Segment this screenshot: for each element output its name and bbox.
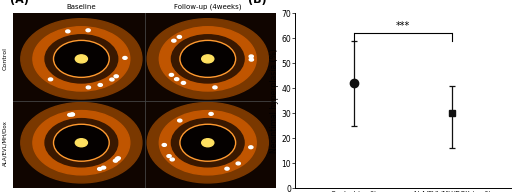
Circle shape bbox=[45, 35, 118, 83]
Circle shape bbox=[225, 167, 229, 170]
Circle shape bbox=[159, 27, 256, 91]
Circle shape bbox=[114, 159, 118, 162]
Circle shape bbox=[114, 75, 118, 78]
Circle shape bbox=[33, 27, 130, 91]
Circle shape bbox=[49, 78, 53, 81]
Text: Follow-up (4weeks): Follow-up (4weeks) bbox=[174, 3, 241, 10]
Text: ***: *** bbox=[396, 21, 410, 31]
Circle shape bbox=[98, 168, 102, 170]
Circle shape bbox=[115, 158, 120, 161]
Circle shape bbox=[102, 166, 106, 169]
Circle shape bbox=[236, 162, 240, 165]
Circle shape bbox=[66, 30, 70, 33]
Circle shape bbox=[21, 103, 142, 183]
Circle shape bbox=[75, 55, 87, 63]
Circle shape bbox=[147, 103, 268, 183]
Circle shape bbox=[33, 111, 130, 175]
Circle shape bbox=[167, 155, 171, 157]
Circle shape bbox=[209, 113, 213, 115]
Circle shape bbox=[174, 78, 179, 81]
Circle shape bbox=[202, 139, 214, 147]
Circle shape bbox=[171, 35, 244, 83]
Circle shape bbox=[249, 58, 253, 61]
Circle shape bbox=[110, 78, 114, 81]
Circle shape bbox=[171, 119, 244, 167]
Text: ALA/EVL/MH/Dox: ALA/EVL/MH/Dox bbox=[3, 120, 8, 166]
Circle shape bbox=[202, 55, 214, 63]
Circle shape bbox=[178, 119, 182, 122]
Circle shape bbox=[68, 113, 72, 116]
Circle shape bbox=[181, 81, 186, 84]
Circle shape bbox=[178, 36, 182, 38]
Circle shape bbox=[70, 113, 74, 116]
Circle shape bbox=[249, 146, 253, 149]
Circle shape bbox=[181, 41, 234, 77]
Text: (B): (B) bbox=[248, 0, 267, 5]
Circle shape bbox=[86, 29, 90, 32]
Circle shape bbox=[123, 56, 127, 59]
Circle shape bbox=[213, 86, 217, 89]
Circle shape bbox=[172, 39, 176, 42]
Y-axis label: Neointimal hyperplasia (%): Neointimal hyperplasia (%) bbox=[270, 48, 279, 153]
Circle shape bbox=[98, 84, 102, 86]
Circle shape bbox=[75, 139, 87, 147]
Circle shape bbox=[55, 41, 108, 77]
Circle shape bbox=[159, 111, 256, 175]
Text: Baseline: Baseline bbox=[67, 4, 96, 10]
Circle shape bbox=[116, 157, 120, 160]
Circle shape bbox=[45, 119, 118, 167]
Circle shape bbox=[147, 19, 268, 99]
Circle shape bbox=[86, 86, 90, 89]
Circle shape bbox=[249, 55, 253, 58]
Text: (A): (A) bbox=[10, 0, 29, 5]
Circle shape bbox=[169, 74, 173, 76]
Circle shape bbox=[181, 125, 234, 160]
Circle shape bbox=[55, 125, 108, 160]
Circle shape bbox=[170, 158, 174, 161]
Circle shape bbox=[70, 113, 74, 116]
Circle shape bbox=[162, 144, 166, 146]
Text: Control: Control bbox=[3, 47, 8, 70]
Circle shape bbox=[21, 19, 142, 99]
